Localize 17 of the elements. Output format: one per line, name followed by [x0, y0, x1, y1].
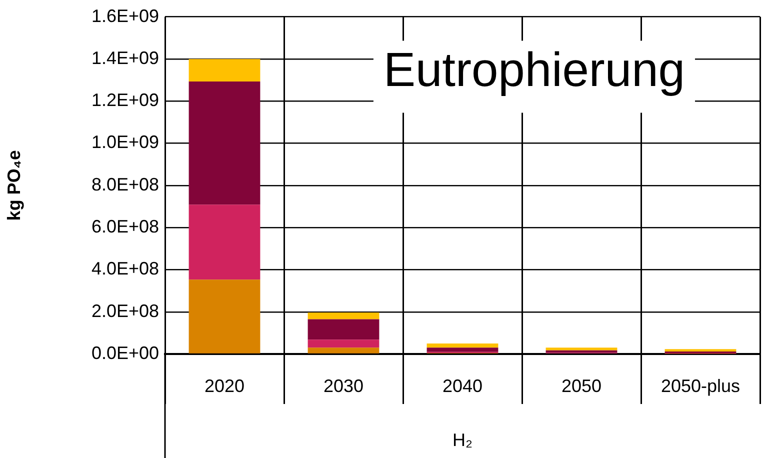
- x-tick-label: 2020: [204, 376, 245, 396]
- y-tick-label: 1.0E+09: [91, 132, 159, 152]
- y-tick-label: 4.0E+08: [91, 258, 159, 279]
- y-tick-label: 1.6E+09: [91, 6, 159, 26]
- y-tick-label: 1.2E+09: [91, 90, 159, 110]
- x-tick-label: 2030: [323, 376, 364, 396]
- x-tick-label: 2050: [561, 376, 602, 396]
- y-tick-label: 8.0E+08: [91, 174, 159, 194]
- text: Eutrophierung: [383, 44, 685, 98]
- x-axis-title: H₂: [452, 430, 472, 450]
- y-tick-label: 0.0E+00: [91, 342, 159, 363]
- y-tick-label: 1.4E+09: [91, 48, 159, 68]
- y-tick-label: 6.0E+08: [91, 216, 159, 237]
- y-axis-title: kg PO₄e: [4, 150, 24, 221]
- x-tick-label: 2050-plus: [660, 376, 740, 396]
- x-tick-label: 2040: [442, 376, 483, 396]
- y-tick-label: 2.0E+08: [91, 300, 159, 321]
